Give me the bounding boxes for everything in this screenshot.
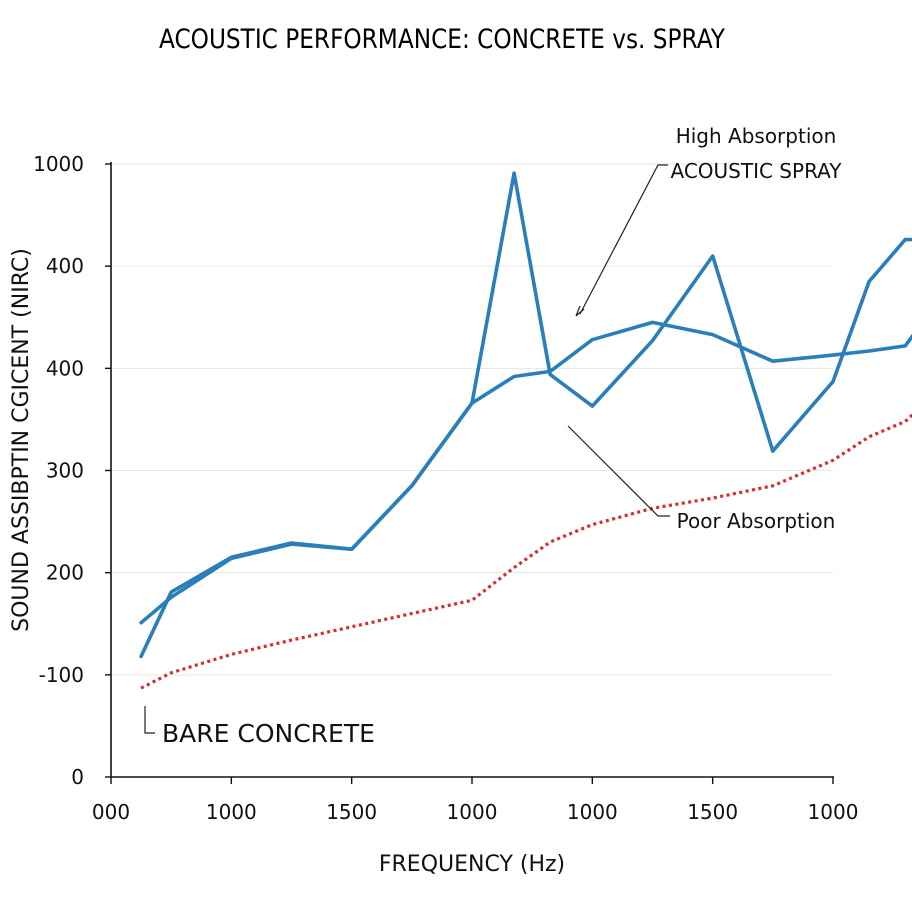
annotation-poor-absorption: Poor Absorption <box>677 509 836 533</box>
y-tick-label: 0 <box>71 765 84 789</box>
x-tick-label: 000 <box>92 800 130 824</box>
y-axis-label: SOUND ASSIBPTIN CGICENT (NIRC) <box>9 248 34 632</box>
annotation-high-absorption: High Absorption <box>676 124 837 148</box>
axes <box>110 162 834 778</box>
series-line-1 <box>139 320 912 625</box>
x-tick-label: 1500 <box>326 800 377 824</box>
annotation-poor-leader <box>567 425 670 517</box>
x-tick-label: 1000 <box>808 800 859 824</box>
grid-lines <box>111 163 833 676</box>
series-layer <box>139 171 912 690</box>
y-axis-ticks: 0 -100 200 300 400 400 1000 <box>33 152 111 789</box>
y-tick-label: 200 <box>46 561 84 585</box>
y-tick-label: -100 <box>39 663 84 687</box>
x-tick-label: 1000 <box>567 800 618 824</box>
y-tick-label: 400 <box>46 356 84 380</box>
annotation-bare-concrete: BARE CONCRETE <box>162 719 375 748</box>
annotation-acoustic-spray: ACOUSTIC SPRAY <box>671 159 843 183</box>
series-line-2 <box>139 171 912 659</box>
x-axis-label: FREQUENCY (Hz) <box>379 852 565 877</box>
y-tick-label: 300 <box>46 459 84 483</box>
x-tick-label: 1000 <box>206 800 257 824</box>
x-tick-label: 1500 <box>687 800 738 824</box>
chart-title: ACOUSTIC PERFORMANCE: CONCRETE vs. SPRAY <box>159 23 726 54</box>
series-line-3 <box>140 412 912 690</box>
annotation-spray-arrowhead <box>575 305 585 317</box>
x-tick-label: 1000 <box>447 800 498 824</box>
annotation-concrete-leader <box>144 706 155 734</box>
y-tick-label: 1000 <box>33 152 84 176</box>
annotation-spray-leader <box>579 164 668 315</box>
y-tick-label: 400 <box>46 254 84 278</box>
x-axis-ticks: 000 1000 1500 1000 1000 1500 1000 <box>92 777 859 824</box>
